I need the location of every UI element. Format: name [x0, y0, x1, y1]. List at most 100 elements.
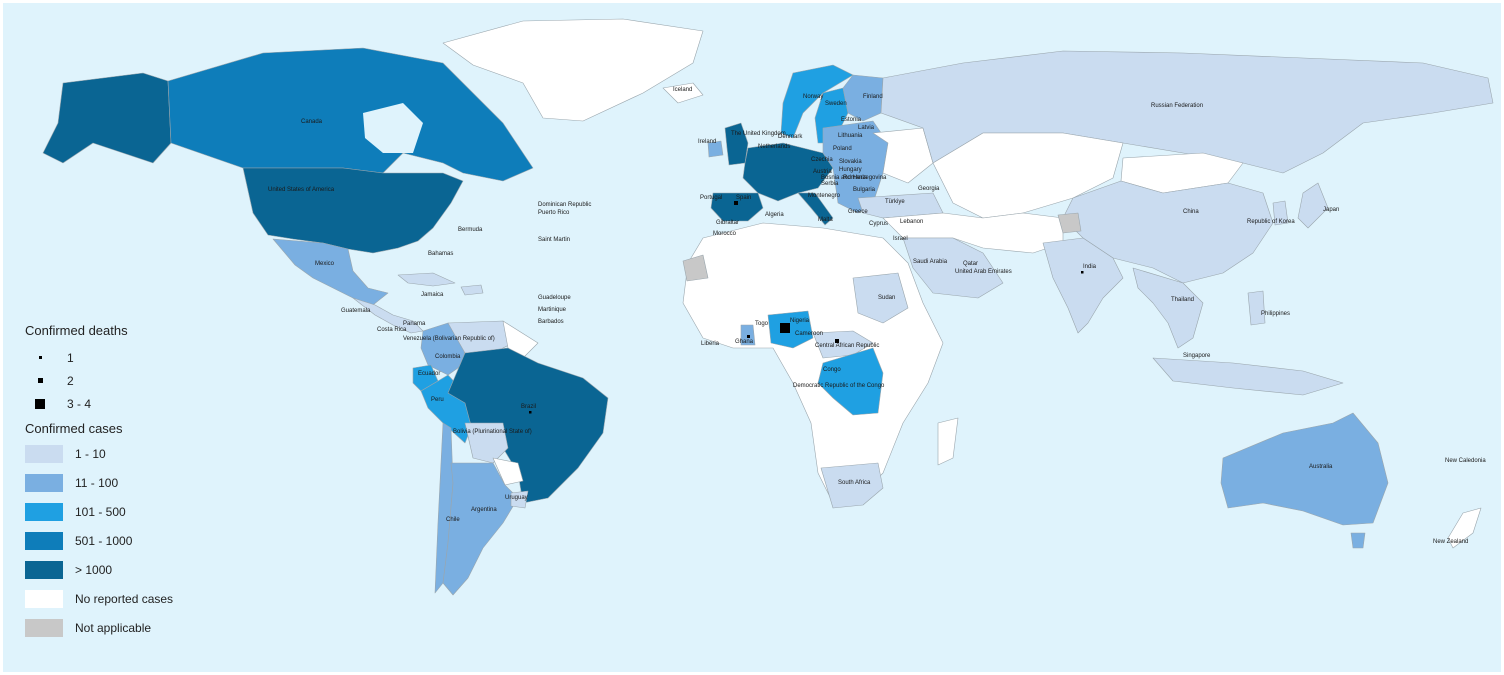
legend-swatch [25, 445, 63, 463]
label-canada: Canada [301, 119, 323, 125]
argentina [442, 462, 519, 596]
korea [1272, 200, 1289, 226]
australia [1220, 412, 1389, 526]
label-austria: Austria [813, 169, 832, 175]
saudi [902, 237, 1004, 299]
label-cameroon: Cameroon [795, 331, 823, 337]
legend-case-label: > 1000 [75, 563, 113, 577]
indonesia [1152, 357, 1344, 396]
death-marker-nigeria [780, 323, 790, 333]
label-netherlands: Netherlands [758, 144, 790, 150]
brazil [447, 347, 609, 504]
legend-swatch [25, 619, 63, 637]
label-ghana: Ghana [735, 339, 754, 345]
iceland [662, 82, 704, 104]
legend-case-label: 1 - 10 [75, 447, 106, 461]
label-chile: Chile [446, 517, 460, 523]
label-guatemala: Guatemala [341, 308, 371, 314]
uruguay [510, 490, 529, 509]
legend-case-row: Not applicable [25, 618, 225, 638]
death-marker-medium [37, 378, 43, 383]
legend-case-label: 501 - 1000 [75, 534, 133, 548]
label-russia: Russian Federation [1151, 103, 1203, 109]
label-colombia: Colombia [435, 354, 461, 360]
label-togo: Togo [755, 321, 769, 327]
new-zealand [1447, 507, 1482, 549]
label-singapore: Singapore [1183, 353, 1211, 359]
label-venezuela: Venezuela (Bolivarian Republic of) [403, 336, 495, 342]
label-japan: Japan [1323, 207, 1339, 213]
death-marker-ghana [747, 335, 750, 338]
sudan [852, 272, 909, 324]
label-costa-rica: Costa Rica [377, 327, 407, 333]
death-marker-india [1081, 271, 1084, 274]
label-iceland: Iceland [673, 87, 692, 93]
label-algeria: Algeria [765, 212, 784, 218]
legend-swatch [25, 503, 63, 521]
drc [817, 347, 884, 416]
label-uruguay: Uruguay [505, 495, 528, 501]
label-norway: Norway [803, 94, 823, 100]
label-bermuda: Bermuda [458, 227, 483, 233]
label-lithuania: Lithuania [838, 133, 863, 139]
label-cyprus: Cyprus [869, 221, 888, 227]
bolivia [464, 422, 509, 464]
label-argentina: Argentina [471, 507, 497, 513]
death-marker-large [35, 398, 45, 409]
label-qatar: Qatar [963, 261, 978, 267]
hudson-bay [363, 103, 423, 153]
western-sahara [682, 254, 709, 282]
label-saint-martin: Saint Martin [538, 237, 570, 243]
label-gibraltar: Gibraltar [716, 220, 739, 226]
label-india: India [1083, 264, 1097, 270]
label-malta: Malta [818, 217, 833, 223]
label-new-caledonia: New Caledonia [1445, 458, 1486, 464]
label-china: China [1183, 209, 1199, 215]
label-brazil: Brazil [521, 404, 536, 410]
iberia [710, 192, 764, 222]
southeast-asia [1132, 267, 1204, 349]
venezuela [447, 320, 514, 354]
death-marker-car [835, 339, 839, 343]
legend-case-label: Not applicable [75, 621, 152, 635]
label-ireland: Ireland [698, 139, 716, 145]
philippines [1247, 290, 1266, 326]
legend-case-row: > 1000 [25, 560, 225, 580]
legend-deaths-title: Confirmed deaths [25, 323, 128, 338]
india [1042, 237, 1124, 334]
legend-death-label: 1 [67, 350, 74, 365]
label-bolivia: Bolivia (Plurinational State of) [453, 429, 532, 435]
kashmir [1057, 212, 1082, 234]
label-estonia: Estonia [841, 117, 862, 123]
death-marker-spain [734, 201, 738, 205]
legend-case-row: 11 - 100 [25, 473, 225, 493]
usa [242, 167, 464, 254]
label-bosnia: Bosnia and Herzegovina [821, 175, 887, 181]
label-congo: Congo [823, 367, 841, 373]
label-dominican: Dominican Republic [538, 202, 591, 208]
death-marker-brazil [529, 411, 532, 414]
norway [780, 64, 854, 139]
label-guadeloupe: Guadeloupe [538, 295, 571, 301]
legend-swatch [25, 590, 63, 608]
paraguay [492, 457, 524, 486]
label-bulgaria: Bulgaria [853, 187, 876, 193]
label-saudi: Saudi Arabia [913, 259, 948, 265]
label-slovakia: Slovakia [839, 159, 862, 165]
map-canvas: Canada United States of America Mexico B… [3, 3, 1501, 672]
cameroon-car [812, 330, 874, 359]
legend-case-label: 101 - 500 [75, 505, 126, 519]
greenland [442, 18, 704, 122]
madagascar [937, 417, 959, 466]
tasmania [1350, 532, 1366, 549]
label-montenegro: Montenegro [808, 193, 841, 199]
label-south-africa: South Africa [838, 480, 871, 486]
label-romania: Romania [843, 175, 868, 181]
legend-case-row: 101 - 500 [25, 502, 225, 522]
label-morocco: Morocco [713, 231, 737, 237]
hispaniola [460, 284, 484, 296]
label-greece: Greece [848, 209, 868, 215]
italy [797, 192, 834, 226]
legend-swatch [25, 474, 63, 492]
label-peru: Peru [431, 397, 444, 403]
